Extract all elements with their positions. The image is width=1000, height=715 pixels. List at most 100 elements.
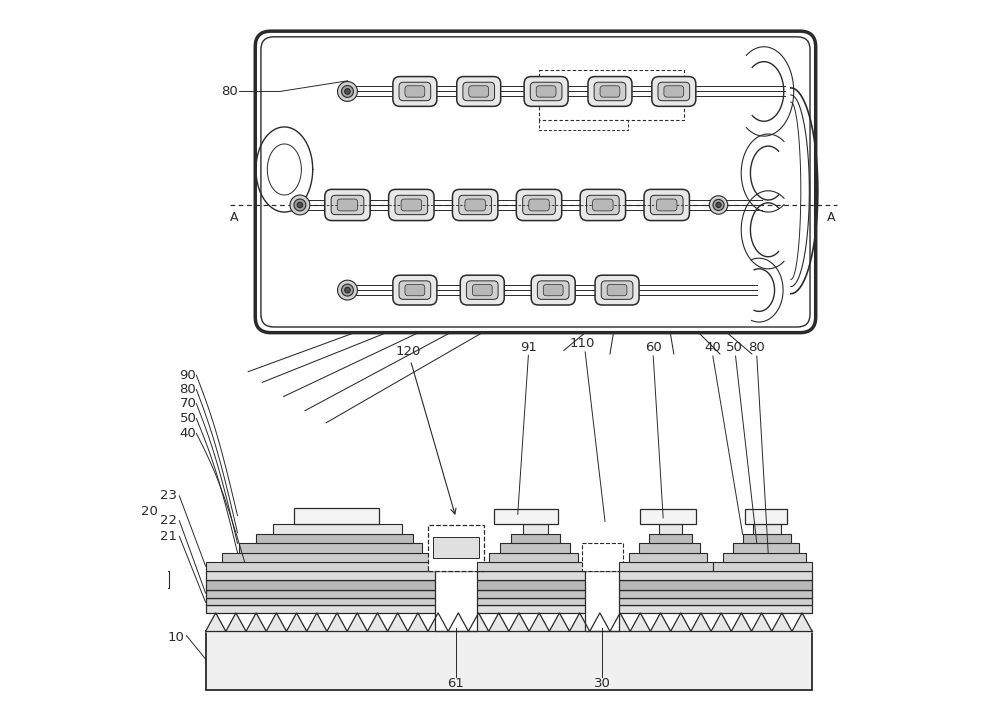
FancyBboxPatch shape: [401, 199, 422, 211]
Circle shape: [709, 196, 728, 214]
Bar: [489, 553, 578, 562]
FancyBboxPatch shape: [452, 189, 498, 220]
FancyBboxPatch shape: [465, 199, 485, 211]
FancyBboxPatch shape: [255, 31, 816, 332]
Text: 80: 80: [748, 341, 765, 354]
Bar: [723, 553, 806, 562]
FancyBboxPatch shape: [405, 285, 425, 296]
Bar: [477, 562, 585, 571]
Text: 91: 91: [520, 341, 537, 354]
FancyBboxPatch shape: [652, 77, 696, 107]
Circle shape: [290, 195, 310, 215]
Text: 61: 61: [448, 677, 464, 691]
Text: 30: 30: [594, 677, 611, 691]
Bar: [494, 509, 558, 523]
Text: 20: 20: [141, 505, 158, 518]
Circle shape: [716, 202, 721, 207]
Bar: [745, 509, 787, 523]
Text: 70: 70: [179, 397, 196, 410]
FancyBboxPatch shape: [543, 285, 563, 296]
Text: A: A: [827, 211, 836, 224]
FancyBboxPatch shape: [593, 199, 613, 211]
Bar: [733, 543, 799, 553]
Text: 50: 50: [179, 412, 196, 425]
FancyBboxPatch shape: [530, 82, 562, 101]
Bar: [582, 543, 623, 571]
FancyBboxPatch shape: [594, 82, 626, 101]
FancyBboxPatch shape: [531, 275, 575, 305]
Bar: [206, 598, 812, 605]
FancyBboxPatch shape: [537, 281, 569, 300]
Circle shape: [297, 202, 303, 208]
Bar: [206, 590, 812, 598]
FancyBboxPatch shape: [529, 199, 549, 211]
Bar: [753, 523, 781, 534]
FancyBboxPatch shape: [650, 195, 683, 214]
Text: 23: 23: [160, 489, 177, 503]
Text: A: A: [230, 211, 238, 224]
FancyBboxPatch shape: [460, 275, 504, 305]
FancyBboxPatch shape: [393, 275, 437, 305]
Text: 60: 60: [645, 341, 662, 354]
Bar: [629, 553, 707, 562]
FancyBboxPatch shape: [466, 281, 498, 300]
Bar: [639, 543, 700, 553]
Bar: [585, 571, 619, 631]
Circle shape: [345, 287, 350, 293]
Bar: [239, 543, 422, 553]
Text: 40: 40: [704, 341, 721, 354]
FancyBboxPatch shape: [523, 195, 555, 214]
FancyBboxPatch shape: [325, 189, 370, 220]
Circle shape: [294, 199, 306, 211]
Bar: [523, 523, 548, 534]
Bar: [206, 581, 812, 590]
Text: 21: 21: [160, 530, 177, 543]
FancyBboxPatch shape: [463, 82, 495, 101]
FancyBboxPatch shape: [595, 275, 639, 305]
Bar: [435, 571, 477, 631]
FancyBboxPatch shape: [664, 86, 684, 97]
Bar: [619, 562, 713, 571]
Bar: [206, 605, 812, 613]
Circle shape: [342, 86, 353, 97]
Text: 40: 40: [180, 427, 196, 440]
Bar: [294, 508, 379, 523]
Bar: [743, 534, 791, 543]
Bar: [273, 523, 402, 534]
Bar: [256, 534, 413, 543]
Text: 80: 80: [221, 85, 238, 98]
Circle shape: [338, 280, 357, 300]
Text: 90: 90: [180, 369, 196, 382]
Bar: [206, 631, 812, 689]
Circle shape: [338, 82, 357, 102]
FancyBboxPatch shape: [395, 195, 428, 214]
Bar: [222, 553, 429, 562]
FancyBboxPatch shape: [580, 189, 626, 220]
Bar: [640, 509, 696, 523]
Bar: [659, 523, 682, 534]
Bar: [428, 525, 484, 571]
Bar: [649, 534, 692, 543]
Text: 80: 80: [180, 383, 196, 396]
Circle shape: [345, 89, 350, 94]
FancyBboxPatch shape: [524, 77, 568, 107]
FancyBboxPatch shape: [472, 285, 492, 296]
Bar: [206, 571, 812, 581]
FancyBboxPatch shape: [600, 86, 620, 97]
FancyBboxPatch shape: [399, 281, 431, 300]
FancyBboxPatch shape: [459, 195, 492, 214]
FancyBboxPatch shape: [405, 86, 425, 97]
FancyBboxPatch shape: [331, 195, 364, 214]
Bar: [713, 562, 812, 571]
Text: 22: 22: [160, 514, 177, 527]
FancyBboxPatch shape: [644, 189, 689, 220]
Text: 50: 50: [726, 341, 743, 354]
Bar: [500, 543, 570, 553]
Bar: [206, 562, 435, 571]
FancyBboxPatch shape: [457, 77, 501, 107]
FancyBboxPatch shape: [607, 285, 627, 296]
FancyBboxPatch shape: [657, 199, 677, 211]
Circle shape: [713, 199, 724, 210]
Circle shape: [342, 284, 353, 296]
FancyBboxPatch shape: [389, 189, 434, 220]
